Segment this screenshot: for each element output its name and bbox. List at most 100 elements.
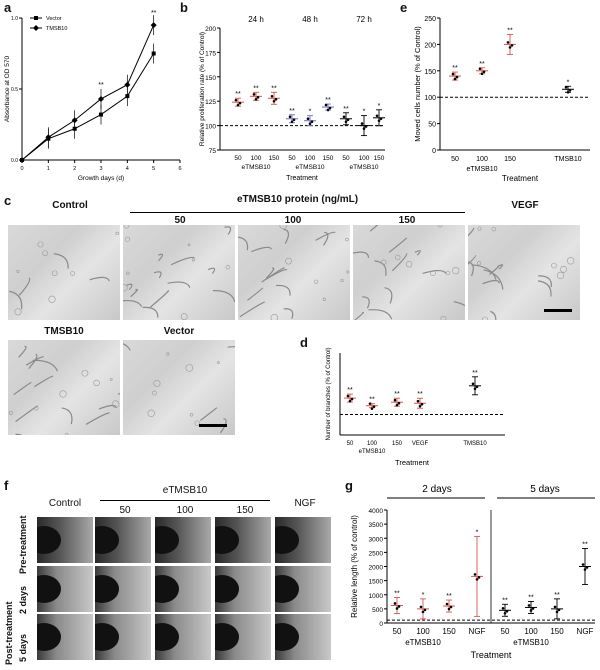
data-point <box>475 578 479 581</box>
row2-label-tmsb10: TMSB10 <box>44 326 84 337</box>
significance-star: * <box>422 592 425 599</box>
y-tick-label: 200 <box>205 26 216 33</box>
tube-segment <box>283 228 290 244</box>
significance-star: ** <box>452 65 458 72</box>
data-point <box>555 610 559 614</box>
row2-label-vector: Vector <box>163 326 195 337</box>
explant-image <box>37 614 93 660</box>
significance-star: ** <box>343 106 349 113</box>
x-axis-label: Treatment <box>395 458 430 467</box>
cell <box>48 295 56 303</box>
y-tick-label: 150 <box>205 75 216 82</box>
cell <box>477 226 482 231</box>
series-line-vector <box>21 53 155 161</box>
tube-segment <box>388 237 408 253</box>
data-point <box>370 407 374 410</box>
tube-segment <box>468 261 474 277</box>
significance-star: * <box>567 79 570 86</box>
significance-star: ** <box>369 397 375 404</box>
cell <box>452 266 460 275</box>
data-point <box>449 605 453 609</box>
col-label-control: Control <box>52 200 88 211</box>
explant-body <box>275 623 299 651</box>
cell <box>566 257 575 265</box>
cell <box>111 400 120 408</box>
data-point-vector <box>99 112 103 117</box>
f-header-rule <box>100 500 270 501</box>
data-point <box>505 609 509 613</box>
cell <box>189 413 194 417</box>
significance-star: ** <box>502 597 508 604</box>
cell <box>109 378 113 381</box>
data-point <box>292 118 296 122</box>
micrograph-150 <box>353 225 465 320</box>
panel-label-a: a <box>4 0 12 15</box>
time-label: 2 days <box>422 484 451 495</box>
significance-star: ** <box>554 592 560 599</box>
tube-segment <box>471 264 497 280</box>
tube-segment <box>315 231 336 241</box>
data-point <box>566 90 570 94</box>
x-axis-label: Treatment <box>471 650 512 660</box>
tube-segment <box>483 269 504 290</box>
explant-image <box>95 566 151 612</box>
cell <box>491 226 497 232</box>
data-point <box>254 98 258 101</box>
explant-body <box>37 526 61 554</box>
significance-star: * <box>363 109 366 116</box>
cell <box>395 254 401 261</box>
data-point <box>256 96 260 99</box>
tube-segment <box>251 246 272 253</box>
explant-body <box>215 575 239 603</box>
tube-segment <box>130 288 138 298</box>
y-tick-label: 500 <box>372 607 383 614</box>
explant-body <box>95 575 119 603</box>
cell <box>445 270 451 276</box>
tube-segment <box>468 254 477 265</box>
x-tick-label: TMSB10 <box>554 156 581 163</box>
time-label: 72 h <box>356 15 372 24</box>
significance-star: ** <box>582 542 588 549</box>
y-axis-label: Absorbance at OD 570 <box>4 56 11 123</box>
tube-segment <box>453 301 465 307</box>
tube-segment <box>9 290 23 310</box>
tube-segment <box>18 345 27 358</box>
data-point <box>553 605 557 609</box>
data-point <box>482 70 486 74</box>
x-tick-label: 150 <box>442 627 456 636</box>
explant-image <box>215 517 271 563</box>
tube-segment <box>199 407 218 421</box>
data-point <box>447 607 451 611</box>
cell <box>185 364 194 372</box>
group-label: eTMSB10 <box>296 164 325 171</box>
tube-segment <box>490 310 497 320</box>
time-label: 5 days <box>530 484 559 495</box>
data-point <box>324 103 328 107</box>
data-point-tmsb10 <box>45 134 52 141</box>
data-point <box>418 404 422 408</box>
tube-segment <box>482 279 500 285</box>
cell <box>42 250 48 257</box>
data-point-tmsb10 <box>150 22 157 29</box>
col-header-etmsb10: eTMSB10 protein (ng/mL) <box>236 194 359 205</box>
y-tick-label: 0 <box>379 621 383 628</box>
f-side-post: Post-treatment <box>4 601 14 665</box>
explant-image <box>275 517 331 563</box>
data-point <box>510 44 514 47</box>
y-tick-label: 250 <box>424 16 436 23</box>
tube-segment <box>414 250 421 256</box>
x-tick-label: 50 <box>501 627 510 636</box>
data-point <box>475 385 479 389</box>
data-point <box>581 563 585 566</box>
data-point <box>364 125 368 128</box>
tube-segment <box>208 267 216 274</box>
cell <box>166 352 170 356</box>
x-tick-label: 150 <box>392 441 403 447</box>
tube-segment <box>89 276 110 282</box>
group-label: eTMSB10 <box>359 449 386 455</box>
cell <box>8 410 13 415</box>
explant-body <box>155 575 179 603</box>
y-tick-label: 3500 <box>369 522 384 529</box>
tube-segment <box>13 381 32 396</box>
data-point <box>397 605 401 608</box>
